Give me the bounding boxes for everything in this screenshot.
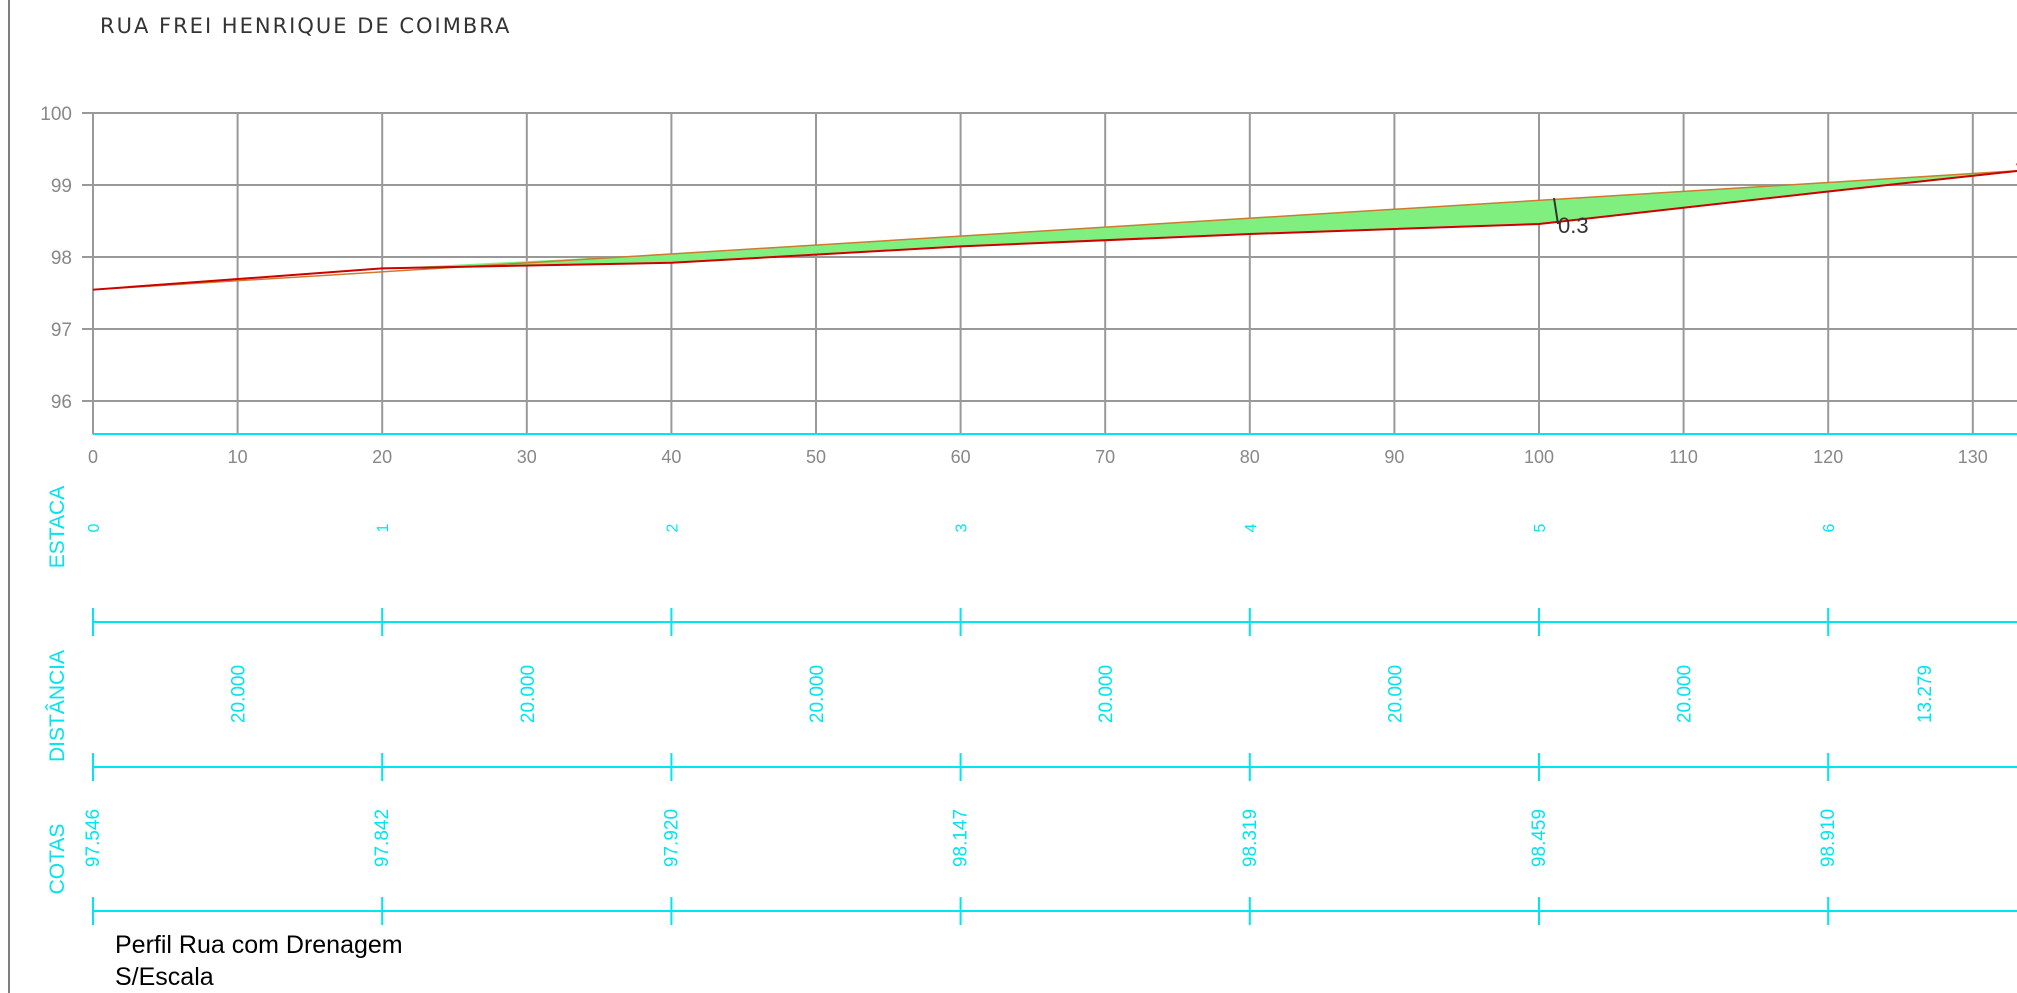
y-tick-label: 98 xyxy=(51,248,72,269)
y-tick-label: 99 xyxy=(51,176,72,197)
street-name-title: RUA FREI HENRIQUE DE COIMBRA xyxy=(100,14,512,38)
distancia-value: 20.000 xyxy=(518,665,539,723)
drawing-caption: Perfil Rua com Drenagem xyxy=(115,931,403,959)
x-tick-label: 80 xyxy=(1240,447,1260,467)
cotas-value: 98.459 xyxy=(1529,809,1550,867)
row-title-cotas: COTAS xyxy=(46,824,69,895)
cotas-value: 97.546 xyxy=(83,809,104,867)
x-tick-label: 120 xyxy=(1813,447,1843,467)
cotas-value: 98.910 xyxy=(1818,809,1839,867)
terrain-profile-line xyxy=(92,169,2017,291)
cotas-value: 97.920 xyxy=(661,809,682,867)
cotas-value: 98.147 xyxy=(951,809,972,867)
distancia-value: 20.000 xyxy=(1096,665,1117,723)
depth-annotation: 0.3 xyxy=(1558,213,1589,238)
cotas-value: 98.319 xyxy=(1240,809,1261,867)
x-tick-label: 90 xyxy=(1384,447,1404,467)
distancia-value: 20.000 xyxy=(229,665,250,723)
cotas-value: 97.842 xyxy=(372,809,393,867)
depth-marker xyxy=(1553,197,1559,225)
x-tick-label: 50 xyxy=(806,447,826,467)
distancia-value: 20.000 xyxy=(1675,665,1696,723)
drawing-scale-note: S/Escala xyxy=(115,963,214,991)
x-tick-label: 70 xyxy=(1095,447,1115,467)
estaca-value: 2 xyxy=(664,523,681,532)
row-title-distancia: DISTÂNCIA xyxy=(46,650,69,762)
x-tick-label: 130 xyxy=(1958,447,1988,467)
design-grade-line xyxy=(92,170,2017,291)
estaca-value: 1 xyxy=(375,523,392,532)
x-tick-label: 20 xyxy=(372,447,392,467)
estaca-value: 4 xyxy=(1243,523,1260,532)
x-tick-label: 0 xyxy=(88,447,98,467)
y-tick-label: 100 xyxy=(40,104,72,125)
y-tick-label: 96 xyxy=(51,392,72,413)
x-tick-label: 10 xyxy=(228,447,248,467)
distancia-value: 20.000 xyxy=(1385,665,1406,723)
distancia-value: 13.279 xyxy=(1915,665,1936,723)
estaca-value: 6 xyxy=(1821,523,1838,532)
estaca-value: 0 xyxy=(86,523,103,532)
x-tick-label: 60 xyxy=(951,447,971,467)
x-tick-label: 40 xyxy=(661,447,681,467)
x-tick-label: 100 xyxy=(1524,447,1554,467)
estaca-value: 5 xyxy=(1532,523,1549,532)
estaca-value: 3 xyxy=(954,523,971,532)
x-tick-label: 110 xyxy=(1669,447,1698,467)
distancia-value: 20.000 xyxy=(807,665,828,723)
row-title-estaca: ESTACA xyxy=(46,486,69,568)
y-tick-label: 97 xyxy=(51,320,72,341)
x-tick-label: 30 xyxy=(517,447,537,467)
